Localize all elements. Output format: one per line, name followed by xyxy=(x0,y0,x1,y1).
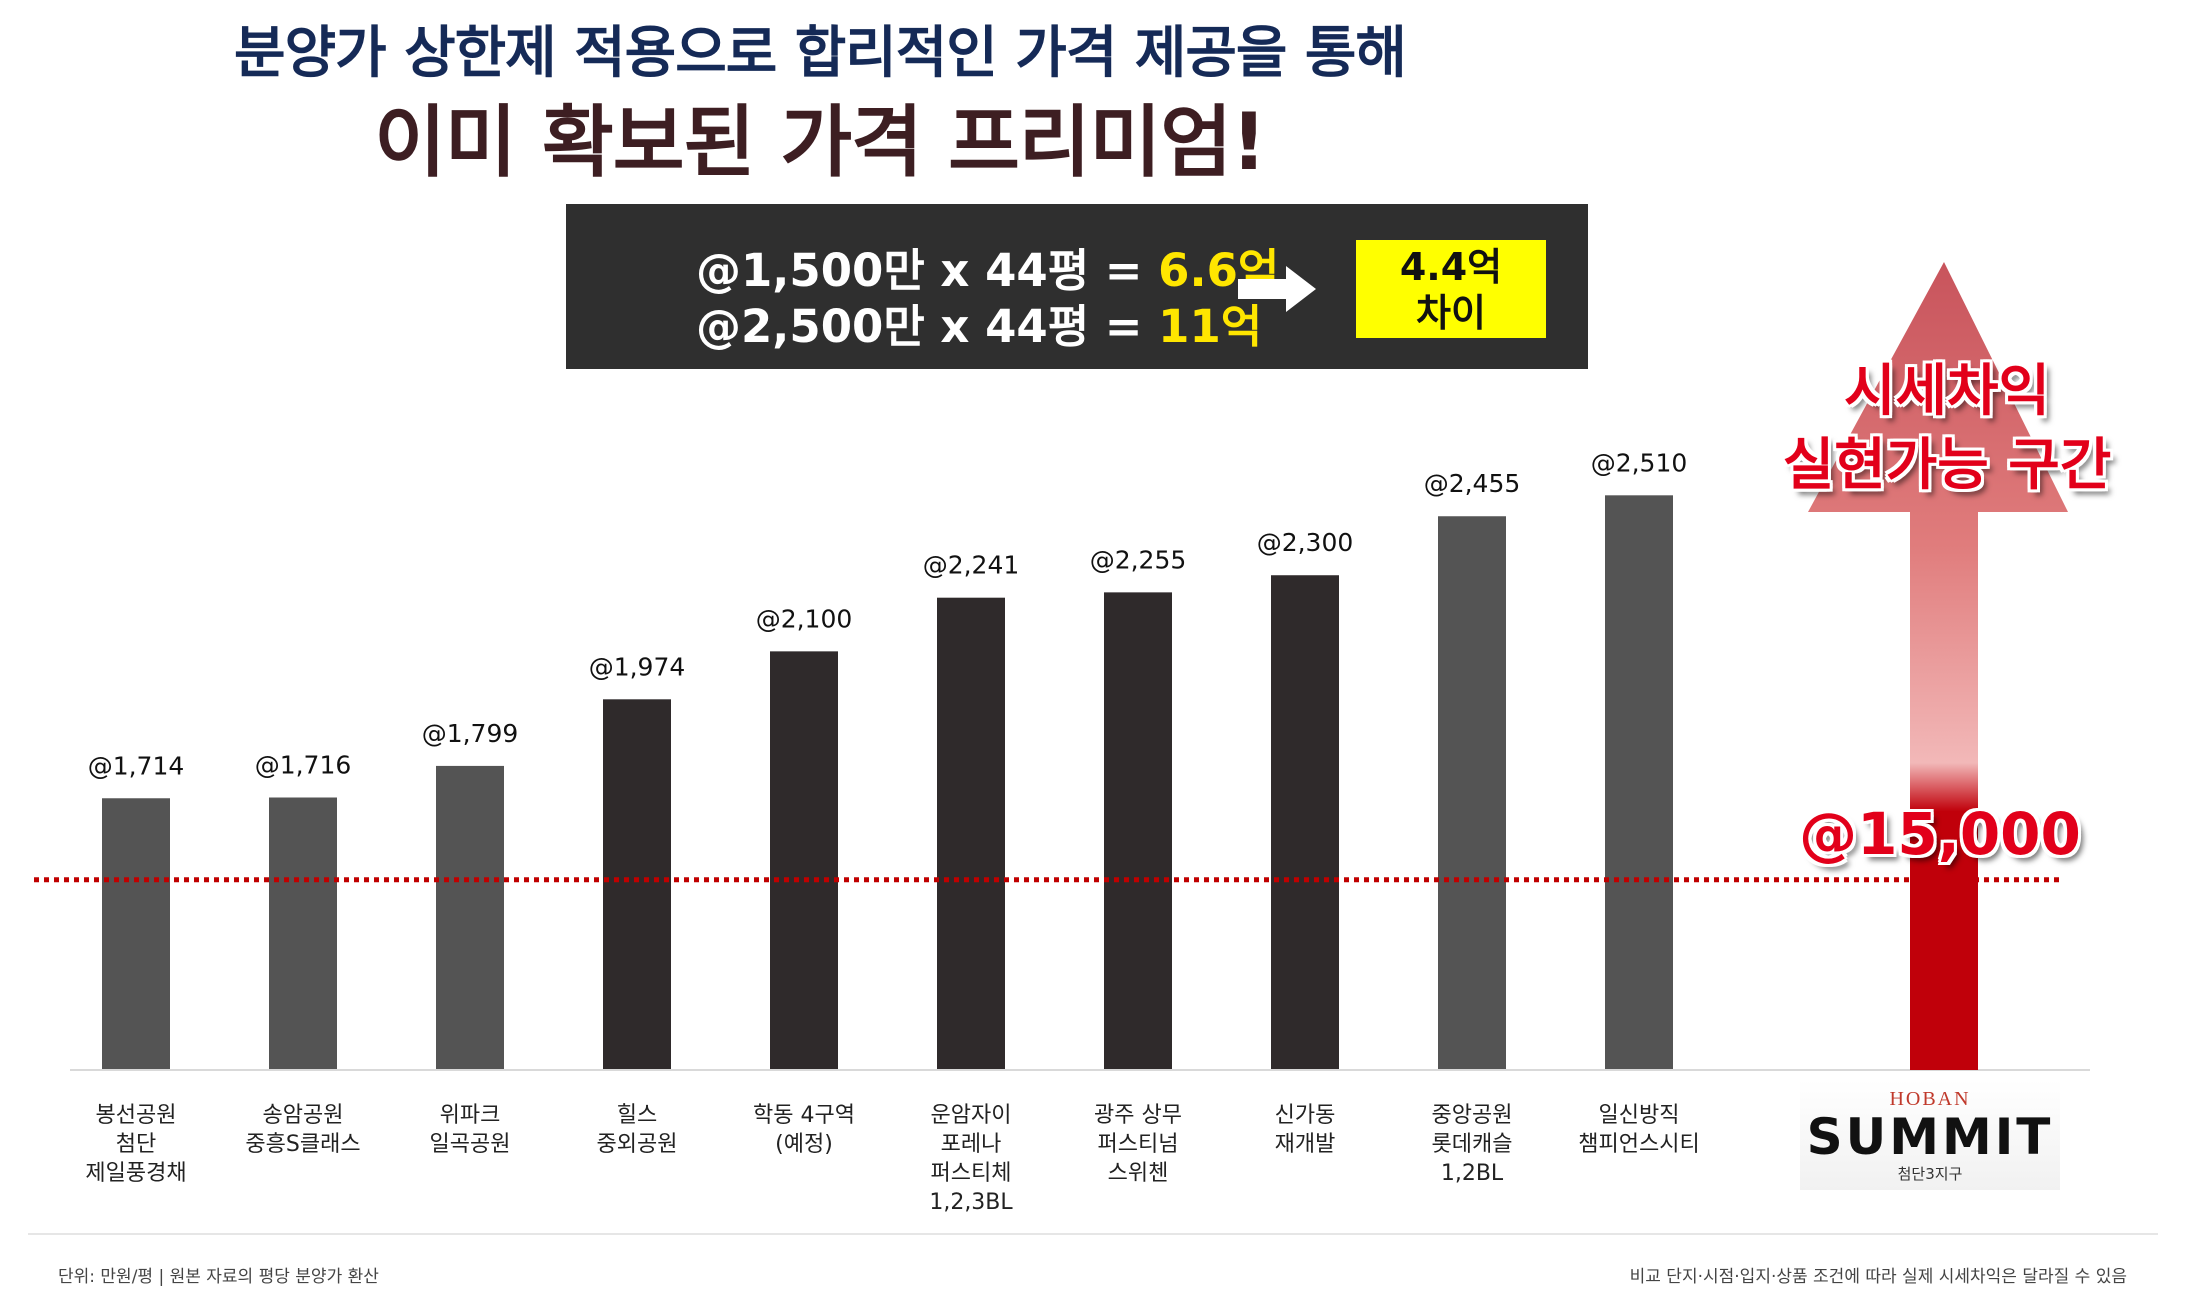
premium-up-arrow-icon xyxy=(1808,262,2068,1070)
bar-value-label-6: @2,241 xyxy=(923,551,1020,580)
difference-label: 차이 xyxy=(1416,291,1486,335)
calc-row-2: @2,500만 x 44평 = 11억 xyxy=(696,290,1262,355)
bar-2 xyxy=(269,797,337,1070)
bar-6 xyxy=(937,597,1005,1070)
bar-value-label-4: @1,974 xyxy=(589,652,686,681)
bar-9 xyxy=(1438,516,1506,1070)
bar-5 xyxy=(770,651,838,1070)
category-label-9: 중앙공원 롯데캐슬 1,2BL xyxy=(1432,1103,1513,1186)
category-label-2: 송암공원 중흥S클래스 xyxy=(245,1103,360,1157)
category-label-1: 봉선공원 첨단 제일풍경채 xyxy=(85,1103,186,1186)
right-arrow-icon xyxy=(1238,266,1316,312)
calc-row-1-text: @1,500만 x 44평 = xyxy=(696,244,1159,297)
calc-row-2-value: 11억 xyxy=(1158,300,1263,353)
bar-value-label-8: @2,300 xyxy=(1257,528,1354,557)
headline-line1: 분양가 상한제 적용으로 합리적인 가격 제공을 통해 xyxy=(234,21,1407,86)
bar-value-label-5: @2,100 xyxy=(756,604,853,633)
bar-10 xyxy=(1605,495,1673,1070)
footer-divider xyxy=(28,1233,2158,1235)
hoban-summit-logo: HOBAN SUMMIT 첨단3지구 xyxy=(1800,1080,2060,1190)
bar-value-label-10: @2,510 xyxy=(1591,448,1688,477)
bar-3 xyxy=(436,765,504,1070)
logo-name: SUMMIT xyxy=(1806,1108,2054,1166)
premium-label-line1: 시세차익 xyxy=(1843,359,2051,424)
calculation-box: @1,500만 x 44평 = 6.6억 @2,500만 x 44평 = 11억… xyxy=(566,204,1588,369)
category-label-8: 신가동 재개발 xyxy=(1275,1103,1336,1157)
calc-row-2-text: @2,500만 x 44평 = xyxy=(696,300,1159,353)
calc-row-1: @1,500만 x 44평 = 6.6억 xyxy=(696,234,1279,299)
bar-value-label-7: @2,255 xyxy=(1090,545,1187,574)
category-label-3: 위파크 일곡공원 xyxy=(430,1103,511,1157)
summit-price-label: @15,000 xyxy=(1799,800,2081,868)
bar-value-label-9: @2,455 xyxy=(1424,469,1521,498)
category-label-4: 힐스 중외공원 xyxy=(597,1103,678,1157)
difference-badge: 4.4억 차이 xyxy=(1356,240,1546,338)
category-label-7: 광주 상무 퍼스티넘 스위첸 xyxy=(1094,1103,1182,1186)
footer-note-left: 단위: 만원/평 | 원본 자료의 평당 분양가 환산 xyxy=(58,1267,379,1287)
bar-value-label-2: @1,716 xyxy=(255,750,352,779)
bar-8 xyxy=(1271,575,1339,1070)
bar-value-label-1: @1,714 xyxy=(88,751,185,780)
logo-sub: 첨단3지구 xyxy=(1897,1165,1963,1183)
headline-line2: 이미 확보된 가격 프리미엄! xyxy=(374,98,1266,188)
bar-4 xyxy=(603,699,671,1070)
category-label-6: 운암자이 포레나 퍼스티체 1,2,3BL xyxy=(929,1103,1013,1215)
category-label-10: 일신방직 챔피언스시티 xyxy=(1578,1103,1699,1157)
premium-label-line2: 실현가능 구간 xyxy=(1782,433,2112,498)
bar-7 xyxy=(1104,592,1172,1070)
category-label-5: 학동 4구역 (예정) xyxy=(753,1103,855,1157)
difference-amount: 4.4억 xyxy=(1399,245,1503,289)
bar-value-label-3: @1,799 xyxy=(422,719,519,748)
logo-brand: HOBAN xyxy=(1889,1088,1971,1110)
footer-note-right: 비교 단지·시점·입지·상품 조건에 따라 실제 시세차익은 달라질 수 있음 xyxy=(1629,1267,2127,1287)
bar-1 xyxy=(102,798,170,1070)
